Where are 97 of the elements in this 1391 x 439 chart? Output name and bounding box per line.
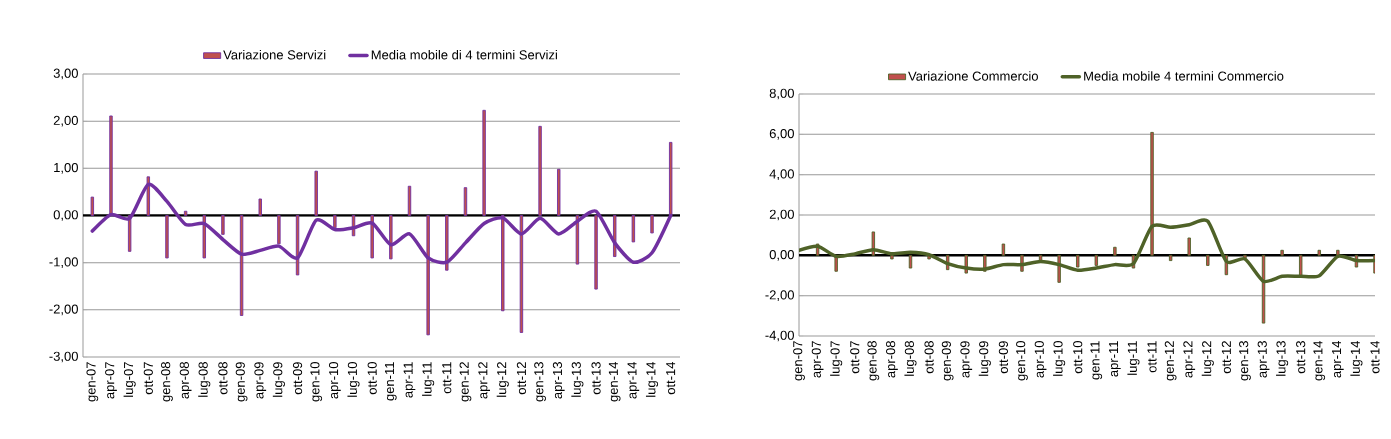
x-tick-label: ott-08	[218, 362, 228, 395]
bar	[314, 170, 318, 216]
legend-label: Media mobile di 4 termini Servizi	[371, 49, 557, 60]
x-tick-label: lug-14	[1350, 340, 1363, 376]
legend-label: Variazione Commercio	[908, 71, 1038, 81]
bar	[333, 215, 337, 229]
y-tick-label: 3,00	[53, 68, 78, 80]
x-tick-label: ott-13	[591, 362, 601, 395]
y-tick-label: 2,00	[769, 209, 794, 221]
bar	[557, 168, 561, 216]
bar	[650, 215, 654, 234]
bar	[482, 109, 486, 216]
x-tick-label: gen-08	[867, 341, 880, 381]
x-tick-label: apr-07	[811, 341, 824, 378]
x-tick-label: gen-14	[1313, 340, 1326, 381]
y-tick-label: 1,00	[54, 162, 78, 174]
x-tick-label: gen-09	[235, 362, 248, 402]
x-tick-label: ott-12	[516, 362, 527, 395]
x-tick-label: gen-07	[793, 341, 805, 381]
x-tick-label: lug-09	[272, 362, 285, 397]
x-tick-label: apr-08	[179, 362, 192, 399]
x-tick-label: lug-11	[1127, 341, 1140, 375]
x-tick-label: ott-08	[924, 341, 934, 374]
x-tick-label: gen-12	[459, 362, 472, 402]
x-tick-label: ott-13	[1296, 341, 1306, 374]
x-tick-label: apr-09	[254, 362, 267, 399]
bar	[183, 210, 188, 216]
x-tick-label: lug-13	[571, 362, 584, 397]
x-tick-label: ott-07	[143, 362, 153, 395]
x-tick-label: apr-11	[403, 362, 416, 398]
bar	[221, 215, 225, 235]
x-tick-label: ott-11	[1147, 341, 1157, 373]
x-tick-label: gen-09	[941, 341, 954, 381]
bar	[258, 198, 262, 216]
x-tick-label: lug-07	[830, 341, 843, 376]
x-tick-label: gen-13	[1239, 341, 1251, 381]
x-tick-label: apr-12	[478, 362, 490, 399]
x-tick-label: ott-12	[1221, 341, 1231, 374]
x-tick-label: apr-14	[627, 361, 640, 399]
x-tick-label: gen-14	[608, 361, 621, 402]
x-tick-label: gen-12	[1164, 341, 1177, 381]
y-tick-label: -1,00	[49, 257, 78, 269]
y-tick-label: 2,00	[53, 115, 78, 127]
x-tick-label: apr-10	[1034, 341, 1047, 378]
x-tick-label: gen-13	[534, 362, 546, 402]
bar	[389, 215, 393, 260]
x-tick-label: ott-10	[1073, 341, 1083, 374]
x-tick-label: lug-12	[496, 362, 509, 397]
bar	[277, 215, 281, 245]
x-tick-label: lug-08	[198, 362, 211, 397]
y-tick-label: 0,00	[769, 249, 794, 261]
y-tick-label: 4,00	[769, 169, 794, 181]
legend-label: Media mobile 4 termini Commercio	[1084, 71, 1284, 81]
y-tick-label: 0,00	[53, 210, 78, 221]
bar	[165, 215, 169, 259]
y-tick-label: 8,00	[769, 88, 794, 100]
x-tick-label: ott-09	[292, 362, 303, 395]
x-tick-label: apr-08	[886, 341, 898, 378]
x-tick-label: gen-08	[161, 362, 173, 402]
y-tick-label: -2,00	[49, 304, 78, 316]
x-tick-label: lug-14	[645, 361, 659, 397]
x-tick-label: apr-14	[1332, 340, 1344, 378]
x-tick-label: gen-11	[1090, 341, 1103, 380]
x-tick-label: lug-08	[904, 341, 917, 376]
x-tick-label: lug-12	[1201, 341, 1214, 376]
y-tick-label: 6,00	[769, 128, 794, 140]
x-tick-label: ott-14	[1370, 340, 1380, 374]
x-tick-label: ott-07	[850, 341, 860, 374]
x-tick-label: gen-10	[1016, 341, 1028, 381]
x-tick-label: lug-10	[347, 362, 360, 397]
x-tick-label: gen-07	[86, 362, 99, 402]
x-tick-label: apr-11	[1109, 341, 1121, 377]
x-tick-label: apr-07	[105, 362, 117, 399]
y-tick-label: -4,00	[765, 330, 794, 342]
bar	[631, 215, 636, 243]
x-tick-label: apr-13	[552, 362, 565, 399]
x-tick-label: ott-09	[998, 341, 1008, 374]
x-tick-label: apr-09	[960, 341, 973, 378]
x-tick-label: lug-10	[1053, 341, 1066, 376]
x-tick-label: ott-10	[367, 362, 377, 395]
x-tick-label: lug-07	[123, 362, 136, 397]
x-tick-label: apr-12	[1183, 341, 1196, 378]
y-tick-label: -3,00	[49, 351, 78, 363]
x-tick-label: lug-13	[1276, 341, 1289, 376]
x-tick-label: gen-10	[310, 362, 323, 402]
bar	[90, 196, 95, 216]
y-tick-label: -2,00	[765, 290, 794, 302]
x-tick-label: lug-11	[422, 362, 435, 396]
x-tick-label: gen-11	[385, 362, 397, 401]
x-tick-label: apr-10	[328, 362, 341, 399]
bar	[202, 215, 206, 259]
x-tick-label: ott-14	[666, 361, 676, 395]
bar	[463, 187, 468, 216]
x-tick-label: ott-11	[442, 362, 452, 394]
x-tick-label: apr-13	[1257, 341, 1270, 378]
legend-label: Variazione Servizi	[223, 49, 326, 60]
x-tick-label: lug-09	[978, 341, 991, 376]
